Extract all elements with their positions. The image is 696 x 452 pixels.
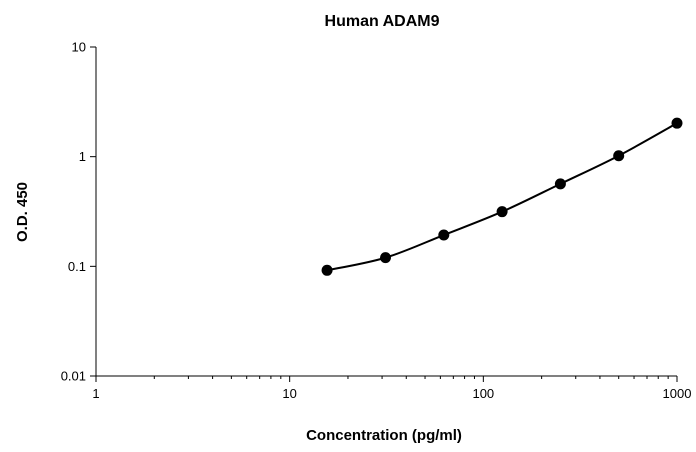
tick-labels: 1 10 100 1000 0.01 0.1 1 10 (61, 40, 692, 402)
data-point (438, 229, 450, 241)
data-point (496, 206, 508, 218)
y-axis-title: O.D. 450 (14, 182, 31, 242)
tick-marks (90, 46, 678, 382)
x-tick-label: 1 (92, 386, 99, 401)
data-point (613, 150, 625, 162)
x-tick-label: 10 (282, 386, 296, 401)
y-tick-label: 10 (72, 40, 86, 55)
data-point (321, 264, 333, 276)
series-line (326, 122, 678, 272)
series-layer (321, 117, 683, 276)
axes (95, 47, 677, 377)
x-tick-label: 100 (472, 386, 494, 401)
data-point (380, 252, 392, 264)
y-tick-label: 1 (79, 149, 86, 164)
y-tick-label: 0.01 (61, 369, 86, 384)
x-axis-title: Concentration (pg/ml) (306, 427, 462, 444)
data-point (671, 117, 683, 129)
data-point (554, 178, 566, 190)
x-tick-label: 1000 (663, 386, 692, 401)
chart-title: Human ADAM9 (325, 13, 440, 30)
y-tick-label: 0.1 (68, 259, 86, 274)
